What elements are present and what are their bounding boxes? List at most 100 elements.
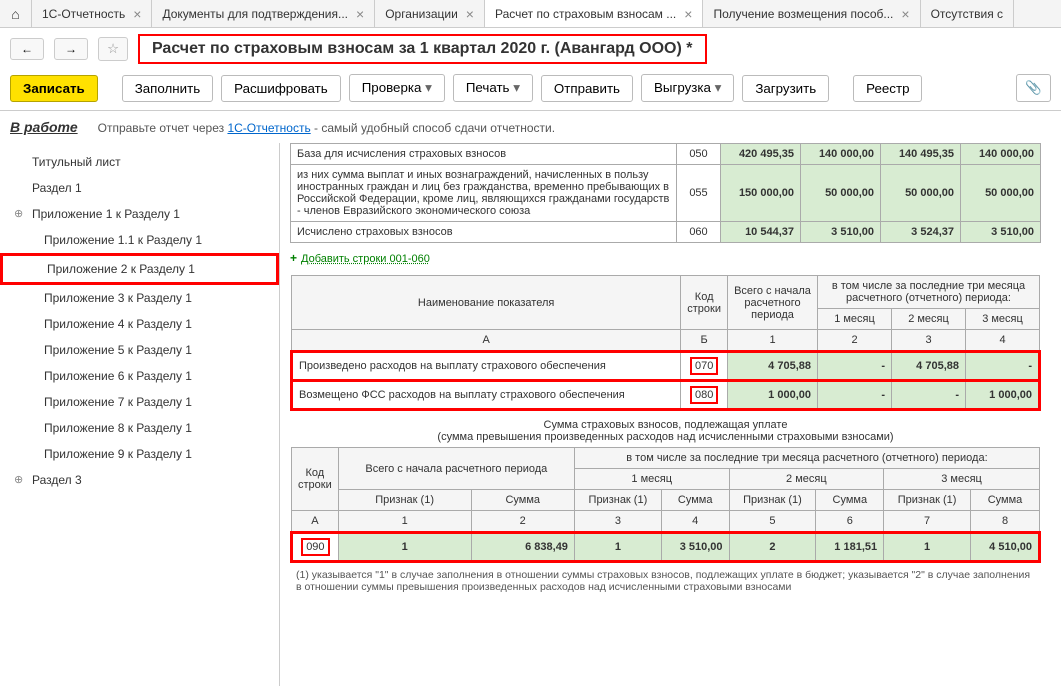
close-icon[interactable]: × [133,6,141,22]
cell-value[interactable]: 10 544,37 [721,222,801,243]
cell-value[interactable]: 140 495,35 [881,144,961,165]
cell-value[interactable]: 6 838,49 [471,533,574,562]
sidebar-item[interactable]: Приложение 8 к Разделу 1 [0,415,279,441]
tab-0[interactable]: 1С-Отчетность × [32,0,152,27]
sub-header: 3 [574,511,661,533]
add-lines-link[interactable]: Добавить строки 001-060 [301,253,430,265]
cell-value[interactable]: 3 510,00 [661,533,729,562]
home-tab[interactable]: ⌂ [0,0,32,27]
sub-header: 4 [661,511,729,533]
close-icon[interactable]: × [466,6,474,22]
col-header: 3 месяц [884,469,1040,490]
sub-header: 1 [728,330,818,352]
nav-back-button[interactable]: ← [10,38,44,60]
sub-header: 7 [884,511,971,533]
cell-value[interactable]: 1 [338,533,471,562]
tab-label: Получение возмещения пособ... [713,7,893,21]
col-header: 1 месяц [574,469,729,490]
cell-value[interactable]: 50 000,00 [881,165,961,222]
tab-1[interactable]: Документы для подтверждения... × [152,0,375,27]
plus-icon[interactable]: + [290,251,297,265]
cell-value[interactable]: 3 524,37 [881,222,961,243]
close-icon[interactable]: × [356,6,364,22]
cell-value[interactable]: 50 000,00 [801,165,881,222]
info-text: Отправьте отчет через 1С-Отчетность - са… [98,121,555,135]
row-code: 080 [681,381,728,410]
col-header: в том числе за последние три месяца расч… [574,448,1039,469]
cell-value[interactable]: 140 000,00 [801,144,881,165]
attachments-button[interactable]: 📎 [1016,74,1051,102]
col-header: Код строки [292,448,339,511]
cell-value[interactable]: 1 [574,533,661,562]
tab-3[interactable]: Расчет по страховым взносам ...× [485,0,703,27]
send-button[interactable]: Отправить [541,75,633,102]
col-header: Признак (1) [338,490,471,511]
write-button[interactable]: Записать [10,75,98,102]
sidebar-item[interactable]: Приложение 5 к Разделу 1 [0,337,279,363]
row-code: 055 [677,165,721,222]
cell-value[interactable]: 140 000,00 [961,144,1041,165]
sidebar-item[interactable]: Приложение 3 к Разделу 1 [0,285,279,311]
cell-value[interactable]: 3 510,00 [801,222,881,243]
sidebar: Титульный листРаздел 1Приложение 1 к Раз… [0,143,280,686]
close-icon[interactable]: × [901,6,909,22]
cell-value[interactable]: 420 495,35 [721,144,801,165]
cell-value[interactable]: 150 000,00 [721,165,801,222]
main-area: Титульный листРаздел 1Приложение 1 к Раз… [0,143,1061,686]
info-link[interactable]: 1С-Отчетность [227,121,310,135]
row-code: 070 [681,352,728,381]
report-status[interactable]: В работе [10,119,78,135]
fill-button[interactable]: Заполнить [122,75,213,102]
tab-label: 1С-Отчетность [42,7,125,21]
sidebar-item[interactable]: Раздел 1 [0,175,279,201]
table-base: База для исчисления страховых взносов050… [290,143,1041,243]
nav-fwd-button[interactable]: → [54,38,88,60]
decode-button[interactable]: Расшифровать [221,75,341,102]
cell-value[interactable]: 1 000,00 [966,381,1040,410]
sidebar-item[interactable]: Приложение 1.1 к Разделу 1 [0,227,279,253]
cell-value[interactable]: 4 705,88 [892,352,966,381]
cell-value[interactable]: 1 181,51 [816,533,884,562]
sidebar-item[interactable]: Приложение 9 к Разделу 1 [0,441,279,467]
row-desc: База для исчисления страховых взносов [291,144,677,165]
sub-header: 4 [966,330,1040,352]
favorite-button[interactable]: ☆ [98,37,128,61]
sidebar-item[interactable]: Приложение 6 к Разделу 1 [0,363,279,389]
cell-value[interactable]: 2 [729,533,816,562]
row-desc: из них сумма выплат и иных вознаграждени… [291,165,677,222]
close-icon[interactable]: × [684,6,692,22]
cell-value[interactable]: 1 [884,533,971,562]
col-header: Код строки [681,276,728,330]
sidebar-item[interactable]: Приложение 2 к Разделу 1 [0,253,279,285]
cell-value[interactable]: - [818,381,892,410]
cell-value[interactable]: - [892,381,966,410]
row-code: 050 [677,144,721,165]
table-row: Произведено расходов на выплату страхово… [292,352,1040,381]
tab-4[interactable]: Получение возмещения пособ... × [703,0,920,27]
tab-2[interactable]: Организации × [375,0,485,27]
cell-value[interactable]: 3 510,00 [961,222,1041,243]
cell-value[interactable]: - [818,352,892,381]
cell-value[interactable]: - [966,352,1040,381]
sidebar-item[interactable]: Приложение 7 к Разделу 1 [0,389,279,415]
col-header: Сумма [816,490,884,511]
cell-value[interactable]: 50 000,00 [961,165,1041,222]
toolbar: Записать Заполнить Расшифровать Проверка… [0,70,1061,111]
load-button[interactable]: Загрузить [742,75,829,102]
sidebar-item[interactable]: Раздел 3 [0,467,279,493]
export-button[interactable]: Выгрузка [641,74,734,102]
cell-value[interactable]: 1 000,00 [728,381,818,410]
cell-value[interactable]: 4 705,88 [728,352,818,381]
tab-5[interactable]: Отсутствия с [921,0,1014,27]
col-header: Признак (1) [574,490,661,511]
sidebar-item[interactable]: Приложение 1 к Разделу 1 [0,201,279,227]
tab-label: Организации [385,7,458,21]
print-button[interactable]: Печать [453,74,533,102]
cell-value[interactable]: 4 510,00 [971,533,1040,562]
col-header: 1 месяц [818,309,892,330]
check-button[interactable]: Проверка [349,74,445,102]
sidebar-item[interactable]: Приложение 4 к Разделу 1 [0,311,279,337]
tab-label: Документы для подтверждения... [162,7,348,21]
sidebar-item[interactable]: Титульный лист [0,149,279,175]
registry-button[interactable]: Реестр [853,75,922,102]
